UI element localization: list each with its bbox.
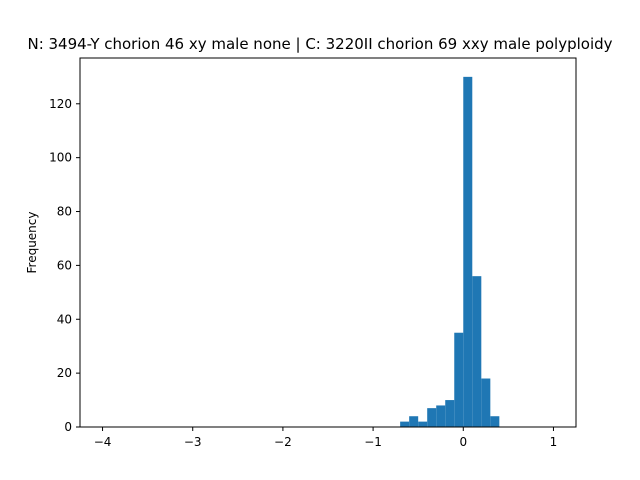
x-tick-label: 1	[550, 435, 558, 449]
histogram-bar	[490, 416, 500, 427]
x-tick-label: −4	[94, 435, 112, 449]
histogram-bar	[454, 332, 464, 427]
y-tick-label: 120	[49, 97, 72, 111]
y-axis-ticks: 0 20 40 60 80 100 120	[49, 97, 80, 434]
x-tick-label: −3	[184, 435, 202, 449]
y-tick-label: 0	[64, 420, 72, 434]
bars-group	[400, 76, 500, 428]
histogram-bar	[418, 421, 428, 427]
y-tick-label: 100	[49, 151, 72, 165]
histogram-bar	[445, 400, 455, 427]
x-axis-ticks: −4 −3 −2 −1 0 1	[94, 427, 558, 449]
x-tick-label: −2	[274, 435, 292, 449]
histogram-bar	[481, 378, 491, 427]
y-tick-label: 80	[57, 205, 72, 219]
x-tick-label: −1	[364, 435, 382, 449]
histogram-bar	[409, 416, 419, 427]
chart-title: N: 3494-Y chorion 46 xy male none | C: 3…	[27, 35, 612, 53]
histogram-bar	[436, 405, 446, 427]
histogram-bar	[463, 76, 473, 428]
plot-frame	[79, 57, 577, 428]
y-tick-label: 40	[57, 312, 72, 326]
histogram-bar	[400, 421, 410, 427]
y-tick-label: 60	[57, 258, 72, 272]
y-axis-label: Frequency	[25, 212, 39, 274]
histogram-bar	[472, 276, 482, 427]
x-tick-label: 0	[459, 435, 467, 449]
y-tick-label: 20	[57, 366, 72, 380]
histogram-bar	[427, 408, 437, 427]
